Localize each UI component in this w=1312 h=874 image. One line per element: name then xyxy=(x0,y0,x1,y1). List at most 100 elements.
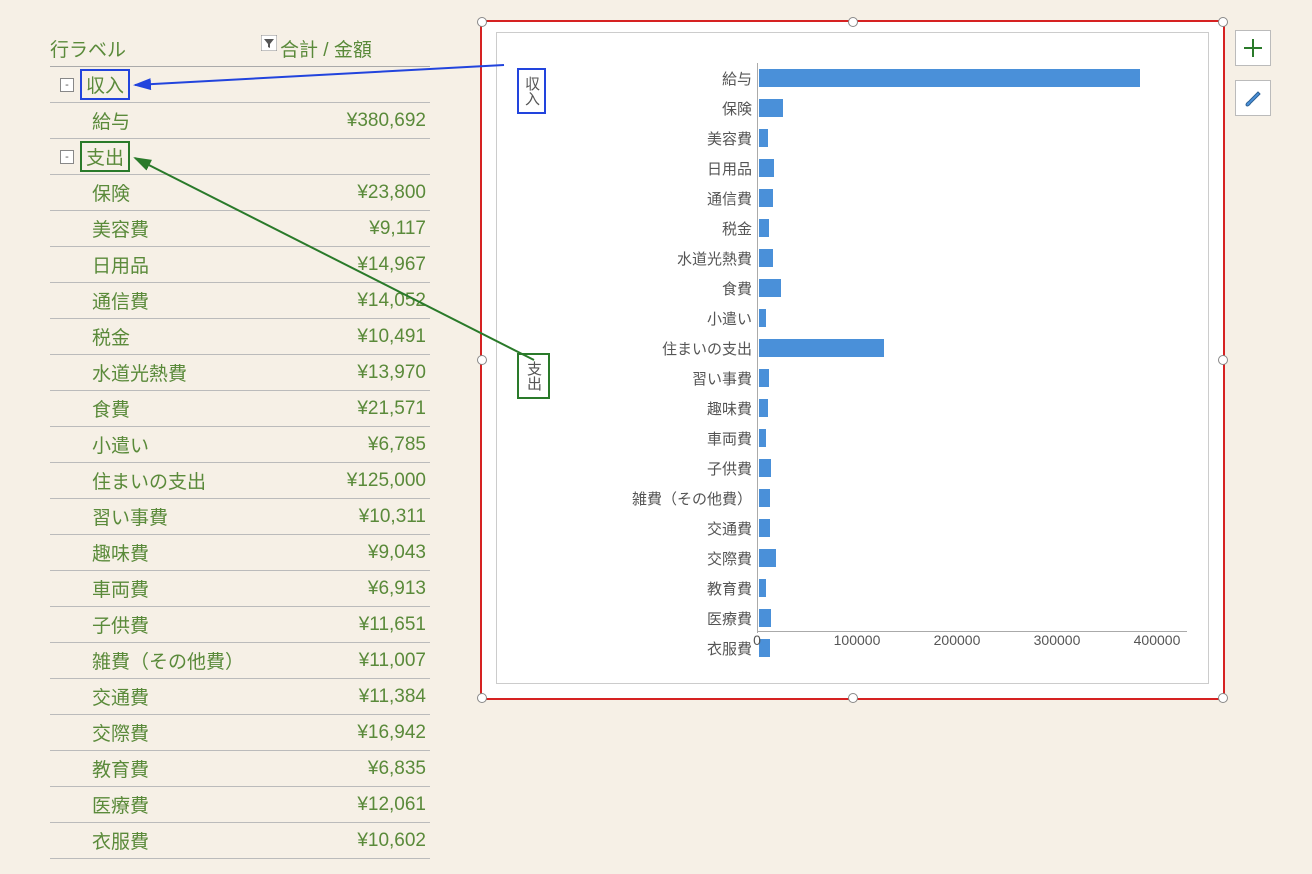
chart-style-brush-button[interactable] xyxy=(1235,80,1271,116)
chart-bar[interactable] xyxy=(759,369,769,387)
selection-handle[interactable] xyxy=(477,17,487,27)
selection-handle[interactable] xyxy=(1218,693,1228,703)
chart-bar[interactable] xyxy=(759,279,781,297)
chart-bar-label: 交際費 xyxy=(552,548,752,569)
pivot-data-row[interactable]: 医療費¥12,061 xyxy=(50,787,430,823)
chart-bar[interactable] xyxy=(759,189,773,207)
collapse-icon[interactable]: - xyxy=(60,150,74,164)
pivot-row-name: 食費 xyxy=(50,395,290,422)
axis-tick: 100000 xyxy=(834,632,881,648)
pivot-data-row[interactable]: 美容費¥9,117 xyxy=(50,211,430,247)
chart-bar-label: 趣味費 xyxy=(552,398,752,419)
chart-bar-row: 習い事費 xyxy=(757,363,1187,393)
chart-bar-label: 日用品 xyxy=(552,158,752,179)
pivot-row-value: ¥23,800 xyxy=(290,182,430,204)
chart-bar[interactable] xyxy=(759,99,783,117)
chart-bar[interactable] xyxy=(759,309,766,327)
chart-area[interactable]: 収入支出 給与保険美容費日用品通信費税金水道光熱費食費小遣い住まいの支出習い事費… xyxy=(496,32,1209,684)
pivot-row-value: ¥12,061 xyxy=(290,794,430,816)
chart-bar-row: 通信費 xyxy=(757,183,1187,213)
pivot-data-row[interactable]: 保険¥23,800 xyxy=(50,175,430,211)
selection-handle[interactable] xyxy=(477,693,487,703)
pivot-data-row[interactable]: 車両費¥6,913 xyxy=(50,571,430,607)
chart-bar-row: 食費 xyxy=(757,273,1187,303)
chart-bar[interactable] xyxy=(759,129,768,147)
axis-tick: 300000 xyxy=(1034,632,1081,648)
chart-bar[interactable] xyxy=(759,219,769,237)
chart-bar-label: 衣服費 xyxy=(552,638,752,659)
chart-bar[interactable] xyxy=(759,609,771,627)
chart-add-element-button[interactable] xyxy=(1235,30,1271,66)
selection-handle[interactable] xyxy=(477,355,487,365)
chart-bar[interactable] xyxy=(759,69,1140,87)
pivot-row-name: 車両費 xyxy=(50,575,290,602)
chart-bar-label: 習い事費 xyxy=(552,368,752,389)
pivot-row-value: ¥21,571 xyxy=(290,398,430,420)
chart-bar[interactable] xyxy=(759,249,773,267)
axis-tick: 400000 xyxy=(1134,632,1181,648)
pivot-data-row[interactable]: 教育費¥6,835 xyxy=(50,751,430,787)
pivot-data-row[interactable]: 住まいの支出¥125,000 xyxy=(50,463,430,499)
pivot-data-row[interactable]: 習い事費¥10,311 xyxy=(50,499,430,535)
pivot-data-row[interactable]: 雑費（その他費）¥11,007 xyxy=(50,643,430,679)
pivot-group-row[interactable]: -収入 xyxy=(50,67,430,103)
pivot-header-amount[interactable]: 合計 / 金額 xyxy=(280,35,430,62)
chart-bar-row: 交通費 xyxy=(757,513,1187,543)
pivot-header-label[interactable]: 行ラベル xyxy=(50,35,258,62)
filter-icon[interactable] xyxy=(258,35,280,62)
pivot-row-value: ¥125,000 xyxy=(290,470,430,492)
pivot-data-row[interactable]: 交際費¥16,942 xyxy=(50,715,430,751)
chart-selection-frame[interactable]: 収入支出 給与保険美容費日用品通信費税金水道光熱費食費小遣い住まいの支出習い事費… xyxy=(480,20,1225,700)
chart-bar-row: 日用品 xyxy=(757,153,1187,183)
pivot-row-name: 小遣い xyxy=(50,431,290,458)
pivot-group-label: 支出 xyxy=(80,141,130,172)
pivot-row-name: 子供費 xyxy=(50,611,290,638)
chart-bar-label: 住まいの支出 xyxy=(552,338,752,359)
pivot-data-row[interactable]: 食費¥21,571 xyxy=(50,391,430,427)
chart-bar[interactable] xyxy=(759,399,768,417)
pivot-data-row[interactable]: 小遣い¥6,785 xyxy=(50,427,430,463)
pivot-data-row[interactable]: 税金¥10,491 xyxy=(50,319,430,355)
selection-handle[interactable] xyxy=(1218,355,1228,365)
pivot-header: 行ラベル 合計 / 金額 xyxy=(50,35,430,67)
chart-bar-label: 税金 xyxy=(552,218,752,239)
pivot-data-row[interactable]: 日用品¥14,967 xyxy=(50,247,430,283)
pivot-data-row[interactable]: 交通費¥11,384 xyxy=(50,679,430,715)
pivot-group-row[interactable]: -支出 xyxy=(50,139,430,175)
pivot-row-name: 日用品 xyxy=(50,251,290,278)
collapse-icon[interactable]: - xyxy=(60,78,74,92)
pivot-row-value: ¥9,117 xyxy=(290,218,430,240)
selection-handle[interactable] xyxy=(848,17,858,27)
pivot-row-name: 税金 xyxy=(50,323,290,350)
pivot-data-row[interactable]: 趣味費¥9,043 xyxy=(50,535,430,571)
chart-bar-label: 子供費 xyxy=(552,458,752,479)
chart-bar-row: 給与 xyxy=(757,63,1187,93)
selection-handle[interactable] xyxy=(848,693,858,703)
chart-bar[interactable] xyxy=(759,549,776,567)
chart-bar[interactable] xyxy=(759,159,774,177)
chart-bar-row: 水道光熱費 xyxy=(757,243,1187,273)
pivot-data-row[interactable]: 給与¥380,692 xyxy=(50,103,430,139)
pivot-data-row[interactable]: 子供費¥11,651 xyxy=(50,607,430,643)
chart-bar[interactable] xyxy=(759,459,771,477)
chart-bar-row: 保険 xyxy=(757,93,1187,123)
pivot-row-name: 美容費 xyxy=(50,215,290,242)
pivot-row-name: 医療費 xyxy=(50,791,290,818)
pivot-data-row[interactable]: 通信費¥14,052 xyxy=(50,283,430,319)
chart-bar-label: 交通費 xyxy=(552,518,752,539)
chart-bar[interactable] xyxy=(759,339,884,357)
chart-bar-label: 医療費 xyxy=(552,608,752,629)
chart-bar-row: 教育費 xyxy=(757,573,1187,603)
chart-bar[interactable] xyxy=(759,489,770,507)
pivot-data-row[interactable]: 水道光熱費¥13,970 xyxy=(50,355,430,391)
pivot-row-value: ¥14,052 xyxy=(290,290,430,312)
pivot-data-row[interactable]: 衣服費¥10,602 xyxy=(50,823,430,859)
pivot-row-value: ¥13,970 xyxy=(290,362,430,384)
selection-handle[interactable] xyxy=(1218,17,1228,27)
chart-bar[interactable] xyxy=(759,579,766,597)
chart-bar[interactable] xyxy=(759,519,770,537)
pivot-row-name: 習い事費 xyxy=(50,503,290,530)
pivot-row-value: ¥10,602 xyxy=(290,830,430,852)
chart-bar[interactable] xyxy=(759,429,766,447)
chart-bar-label: 水道光熱費 xyxy=(552,248,752,269)
